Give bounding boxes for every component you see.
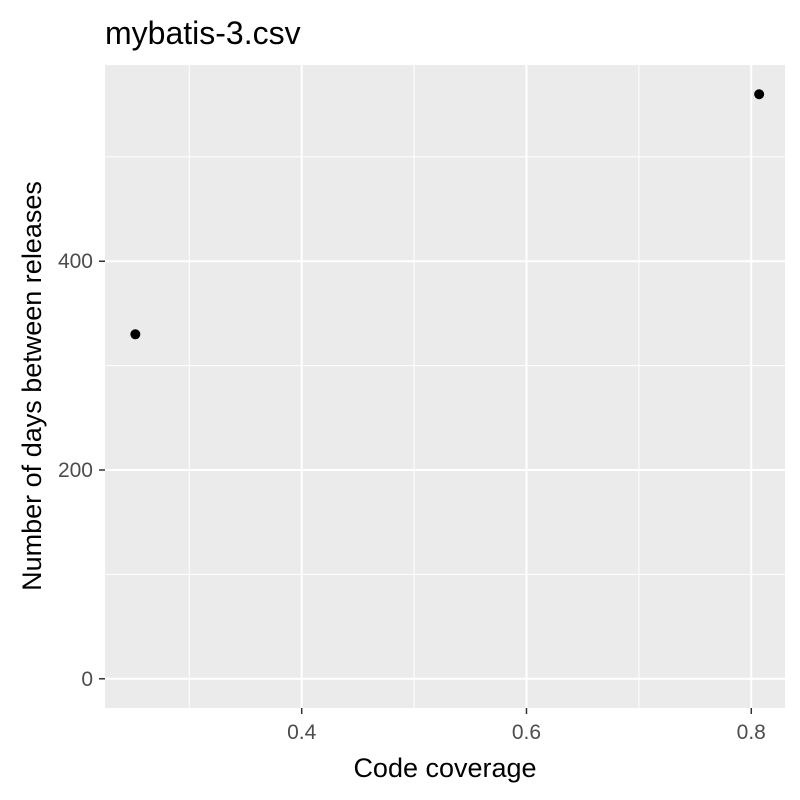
y-tick-label: 0 [81,668,93,691]
x-tick-label: 0.8 [737,721,766,744]
y-axis: 0 200 400 [58,250,105,691]
major-gridlines [105,65,785,708]
y-axis-title: Number of days between releases [17,181,47,591]
plot-panel [105,65,785,708]
data-point [754,89,765,100]
x-axis-title: Code coverage [353,753,536,783]
data-point [130,329,141,340]
chart-title: mybatis-3.csv [105,15,301,51]
data-points [130,89,765,340]
y-tick-label: 200 [58,459,93,482]
x-tick-label: 0.6 [512,721,541,744]
x-axis: 0.4 0.6 0.8 [287,708,766,744]
x-tick-label: 0.4 [287,721,317,744]
minor-gridlines [105,65,785,708]
y-tick-label: 400 [58,250,93,273]
